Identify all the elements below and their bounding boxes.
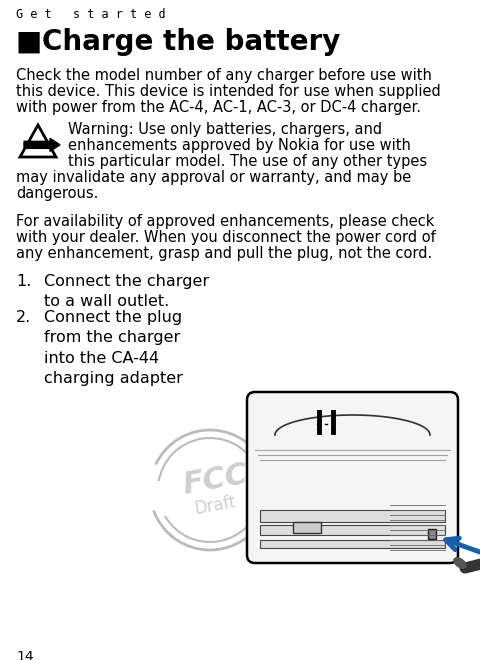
Bar xyxy=(428,529,436,539)
Text: ■: ■ xyxy=(16,28,42,56)
Text: For availability of approved enhancements, please check: For availability of approved enhancement… xyxy=(16,214,434,229)
Ellipse shape xyxy=(454,558,466,568)
Text: dangerous.: dangerous. xyxy=(16,186,98,201)
Bar xyxy=(293,522,321,533)
Bar xyxy=(260,525,445,535)
Text: Connect the charger
to a wall outlet.: Connect the charger to a wall outlet. xyxy=(44,274,209,310)
Text: Check the model number of any charger before use with: Check the model number of any charger be… xyxy=(16,68,432,83)
FancyBboxPatch shape xyxy=(247,392,458,563)
Text: Charge the battery: Charge the battery xyxy=(42,28,340,56)
Text: Draft: Draft xyxy=(193,492,237,517)
Text: any enhancement, grasp and pull the plug, not the cord.: any enhancement, grasp and pull the plug… xyxy=(16,246,432,261)
Text: may invalidate any approval or warranty, and may be: may invalidate any approval or warranty,… xyxy=(16,170,411,185)
Text: enhancements approved by Nokia for use with: enhancements approved by Nokia for use w… xyxy=(68,138,411,153)
Text: G e t   s t a r t e d: G e t s t a r t e d xyxy=(16,8,166,21)
FancyArrow shape xyxy=(24,139,60,151)
Text: this particular model. The use of any other types: this particular model. The use of any ot… xyxy=(68,154,427,169)
Text: 2.: 2. xyxy=(16,310,31,325)
Text: 14: 14 xyxy=(16,650,34,660)
Text: 1.: 1. xyxy=(16,274,31,289)
Bar xyxy=(260,510,445,522)
Text: Connect the plug
from the charger
into the CA-44
charging adapter: Connect the plug from the charger into t… xyxy=(44,310,183,386)
Text: FCC: FCC xyxy=(180,460,250,500)
Text: with power from the AC-4, AC-1, AC-3, or DC-4 charger.: with power from the AC-4, AC-1, AC-3, or… xyxy=(16,100,421,115)
Text: this device. This device is intended for use when supplied: this device. This device is intended for… xyxy=(16,84,441,99)
Text: with your dealer. When you disconnect the power cord of: with your dealer. When you disconnect th… xyxy=(16,230,436,245)
Text: Warning: Use only batteries, chargers, and: Warning: Use only batteries, chargers, a… xyxy=(68,122,382,137)
Bar xyxy=(260,540,445,548)
